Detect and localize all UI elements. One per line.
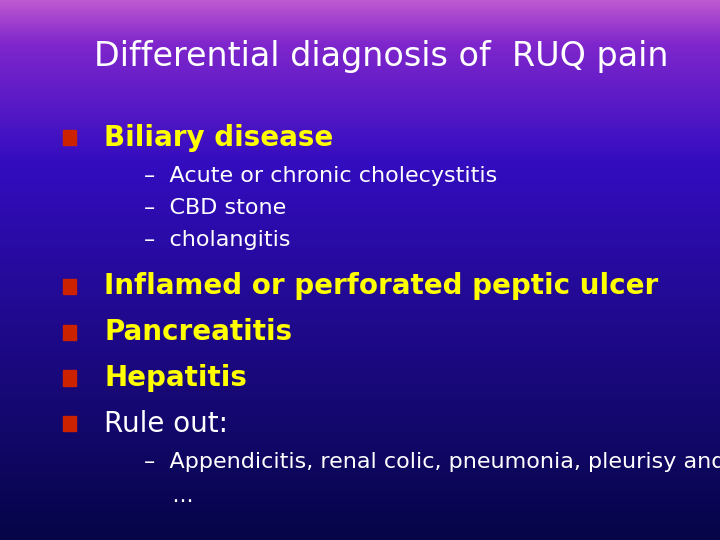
Text: –  Acute or chronic cholecystitis: – Acute or chronic cholecystitis bbox=[144, 165, 498, 186]
Text: –  Appendicitis, renal colic, pneumonia, pleurisy and: – Appendicitis, renal colic, pneumonia, … bbox=[144, 451, 720, 472]
Text: Hepatitis: Hepatitis bbox=[104, 364, 247, 392]
Text: –  CBD stone: – CBD stone bbox=[144, 198, 287, 218]
Bar bbox=[63, 416, 76, 431]
Text: Pancreatitis: Pancreatitis bbox=[104, 318, 292, 346]
Text: Rule out:: Rule out: bbox=[104, 410, 228, 438]
Text: Inflamed or perforated peptic ulcer: Inflamed or perforated peptic ulcer bbox=[104, 272, 659, 300]
Text: Biliary disease: Biliary disease bbox=[104, 124, 333, 152]
Text: Differential diagnosis of  RUQ pain: Differential diagnosis of RUQ pain bbox=[94, 40, 668, 73]
Bar bbox=[63, 325, 76, 340]
Text: ...: ... bbox=[144, 485, 194, 506]
Bar bbox=[63, 279, 76, 294]
Bar bbox=[63, 130, 76, 145]
Text: –  cholangitis: – cholangitis bbox=[144, 230, 290, 251]
Bar bbox=[63, 370, 76, 386]
